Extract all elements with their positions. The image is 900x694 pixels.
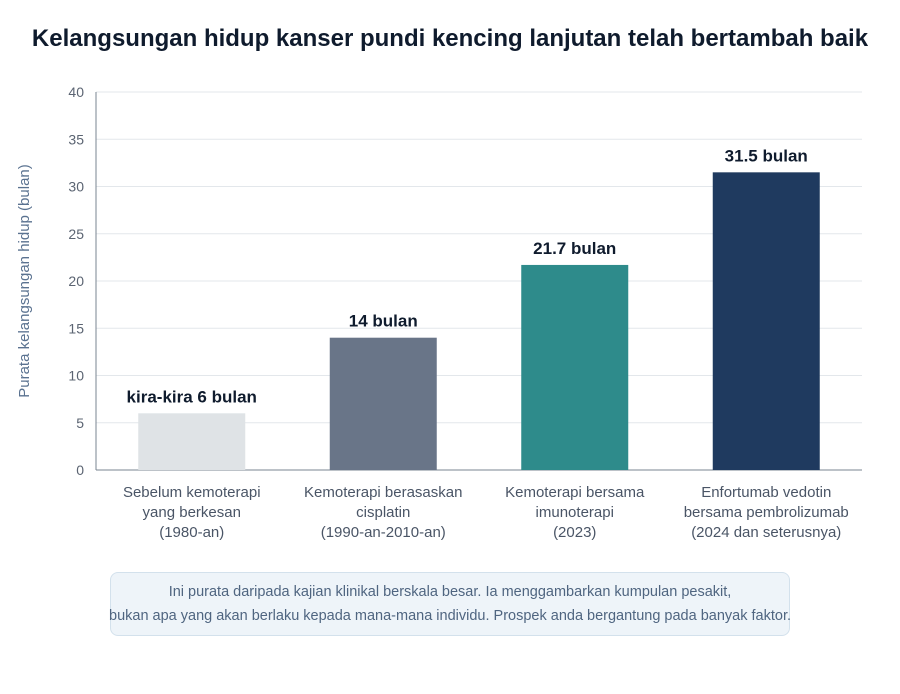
y-tick-label: 40 <box>68 84 84 100</box>
bar-value-label: kira-kira 6 bulan <box>127 387 257 406</box>
bar-value-label: 21.7 bulan <box>533 239 616 258</box>
x-category-label: bersama pembrolizumab <box>684 504 849 521</box>
y-axis-label: Purata kelangsungan hidup (bulan) <box>16 164 33 398</box>
y-tick-label: 35 <box>68 131 84 147</box>
bar <box>329 337 437 470</box>
x-category-label: Sebelum kemoterapi <box>123 484 261 501</box>
x-category-label: Kemoterapi bersama <box>505 484 645 501</box>
disclaimer-line-1: Ini purata daripada kajian klinikal bers… <box>168 584 732 600</box>
x-category-label: yang berkesan <box>143 504 241 521</box>
x-category-label: (1990-an-2010-an) <box>321 524 446 541</box>
bars <box>138 172 820 470</box>
x-category-label: (2023) <box>553 524 596 541</box>
x-category-label: (1980-an) <box>159 524 224 541</box>
y-tick-label: 15 <box>68 320 84 336</box>
x-category-label: imunoterapi <box>536 504 614 521</box>
bar-value-label: 31.5 bulan <box>725 146 808 165</box>
y-tick-label: 5 <box>76 415 84 431</box>
bar <box>138 413 246 470</box>
y-tick-label: 0 <box>76 462 84 478</box>
y-tick-label: 30 <box>68 179 84 195</box>
disclaimer-line-2: bukan apa yang akan berlaku kepada mana-… <box>109 608 791 624</box>
y-tick-label: 25 <box>68 226 84 242</box>
y-tick-label: 20 <box>68 273 84 289</box>
x-category-label: Enfortumab vedotin <box>701 484 831 501</box>
y-tick-label: 10 <box>68 368 84 384</box>
bar <box>521 264 629 470</box>
bar <box>712 172 820 470</box>
labels: kira-kira 6 bulan Sebelum kemoterapi yang … <box>123 146 849 541</box>
chart-title: Kelangsungan hidup kanser pundi kencing … <box>32 25 869 52</box>
disclaimer-note: Ini purata daripada kajian klinikal bers… <box>109 572 791 636</box>
x-category-label: (2024 dan seterusnya) <box>691 524 841 541</box>
x-category-label: cisplatin <box>356 504 410 521</box>
x-category-label: Kemoterapi berasaskan <box>304 484 462 501</box>
bar-value-label: 14 bulan <box>349 312 418 331</box>
